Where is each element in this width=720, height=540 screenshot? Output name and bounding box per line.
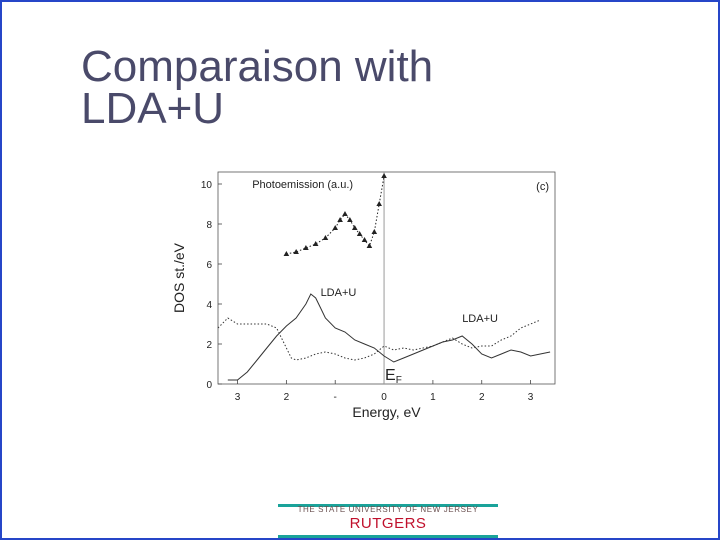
x-tick-label-5: 2 <box>479 392 485 403</box>
series-0-point-14 <box>376 201 382 206</box>
series-0-point-6 <box>337 217 343 222</box>
series-0-point-1 <box>293 249 299 254</box>
series-0-point-4 <box>322 235 329 240</box>
y-tick-label-8: 8 <box>206 220 212 231</box>
x-axis-label: Energy, eV <box>352 404 421 420</box>
series-0-point-12 <box>366 243 373 248</box>
series-0-point-9 <box>351 225 358 230</box>
y-tick-label-0: 0 <box>206 380 212 391</box>
series-0-point-5 <box>332 225 339 230</box>
series-1-line <box>227 293 551 381</box>
y-axis-label: DOS st./eV <box>171 242 187 313</box>
x-tick-label-6: 3 <box>528 392 534 403</box>
panel-label: (c) <box>536 181 549 193</box>
y-tick-label-2: 2 <box>206 340 212 351</box>
series-0-point-3 <box>312 241 319 246</box>
slide-title: Comparaison with LDA+U <box>81 42 434 133</box>
footer-university-name: THE STATE UNIVERSITY OF NEW JERSEY <box>297 505 479 514</box>
fermi-level-label: EF <box>385 367 402 386</box>
y-tick-label-4: 4 <box>206 300 212 311</box>
series-0-point-10 <box>356 231 363 236</box>
footer-bottom-rule <box>278 535 498 538</box>
footer-brand-wordmark: RUTGERS <box>349 515 427 532</box>
x-tick-label-4: 1 <box>430 392 436 403</box>
x-tick-label-0: 3 <box>235 392 241 403</box>
annotation-0: Photoemission (a.u.) <box>252 179 353 191</box>
fermi-level-subscript: F <box>396 375 402 386</box>
plot-frame <box>217 171 556 385</box>
series-2-line <box>217 317 541 361</box>
series-0-point-0 <box>283 251 290 256</box>
series-0-point-11 <box>361 237 368 242</box>
y-tick-label-6: 6 <box>206 260 212 271</box>
slide-title-line-1: Comparaison with <box>81 42 434 91</box>
dos-chart: 0 2 4 6 8 10 3 2 - 0 1 2 3 Energy, eV DOS st./eV EF (c) P… <box>171 171 556 420</box>
footer-top-rule <box>278 504 498 507</box>
series-0-point-7 <box>342 211 348 216</box>
series-0-line <box>286 175 385 255</box>
series-0-point-15 <box>381 173 387 178</box>
x-tick-label-1: 2 <box>284 392 290 403</box>
annotation-2: LDA+U <box>462 313 498 325</box>
annotation-1: LDA+U <box>321 287 357 299</box>
series-0-point-8 <box>347 217 353 222</box>
slide-title-line-2: LDA+U <box>81 84 225 133</box>
series-0-point-2 <box>303 245 309 250</box>
series-0-point-13 <box>371 229 378 234</box>
x-tick-label-3: 0 <box>381 392 387 403</box>
x-tick-label-2: - <box>334 392 337 403</box>
y-tick-label-10: 10 <box>201 180 213 191</box>
university-footer: THE STATE UNIVERSITY OF NEW JERSEY RUTGE… <box>278 502 498 538</box>
